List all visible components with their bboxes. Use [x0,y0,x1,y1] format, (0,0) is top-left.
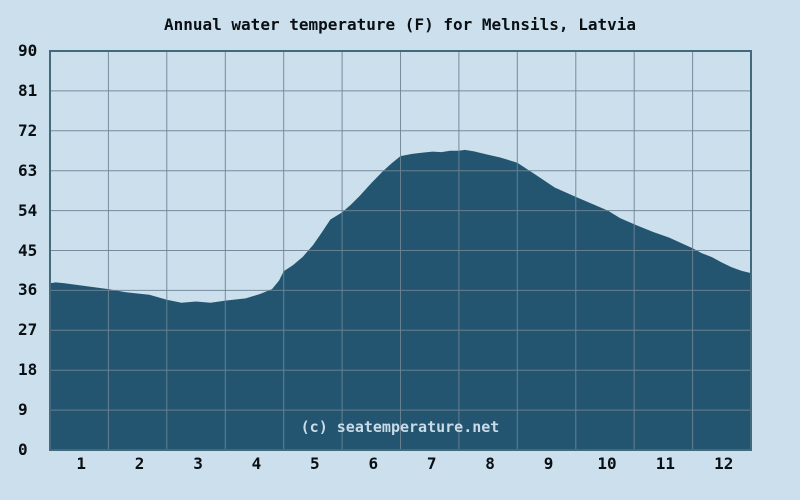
y-tick-label: 45 [18,240,38,260]
x-tick-label: 9 [543,454,554,473]
y-tick-label: 81 [18,80,38,100]
y-tick-label: 0 [18,440,28,459]
y-tick-label: 9 [18,400,28,420]
y-tick-label: 90 [18,41,38,60]
y-tick-label: 27 [18,320,38,340]
y-tick-label: 36 [18,280,38,300]
y-tick-label: 54 [18,200,38,220]
x-tick-label: 2 [134,454,145,473]
x-tick-label: 8 [485,454,495,473]
x-tick-label: 1 [76,454,87,473]
x-tick-label: 4 [251,454,262,473]
x-tick-label: 11 [655,454,675,473]
watermark: (c) seatemperature.net [300,418,500,436]
x-tick-label: 3 [193,454,203,473]
y-tick-label: 63 [18,160,38,180]
x-tick-label: 5 [310,454,320,473]
chart-title: Annual water temperature (F) for Melnsil… [163,15,636,34]
x-tick-label: 10 [597,454,617,473]
x-tick-label: 12 [714,454,734,473]
y-tick-label: 72 [18,120,38,140]
x-tick-label: 6 [368,454,379,473]
x-tick-label: 7 [426,454,437,473]
plot-border [49,50,752,451]
y-tick-label: 18 [18,360,38,380]
